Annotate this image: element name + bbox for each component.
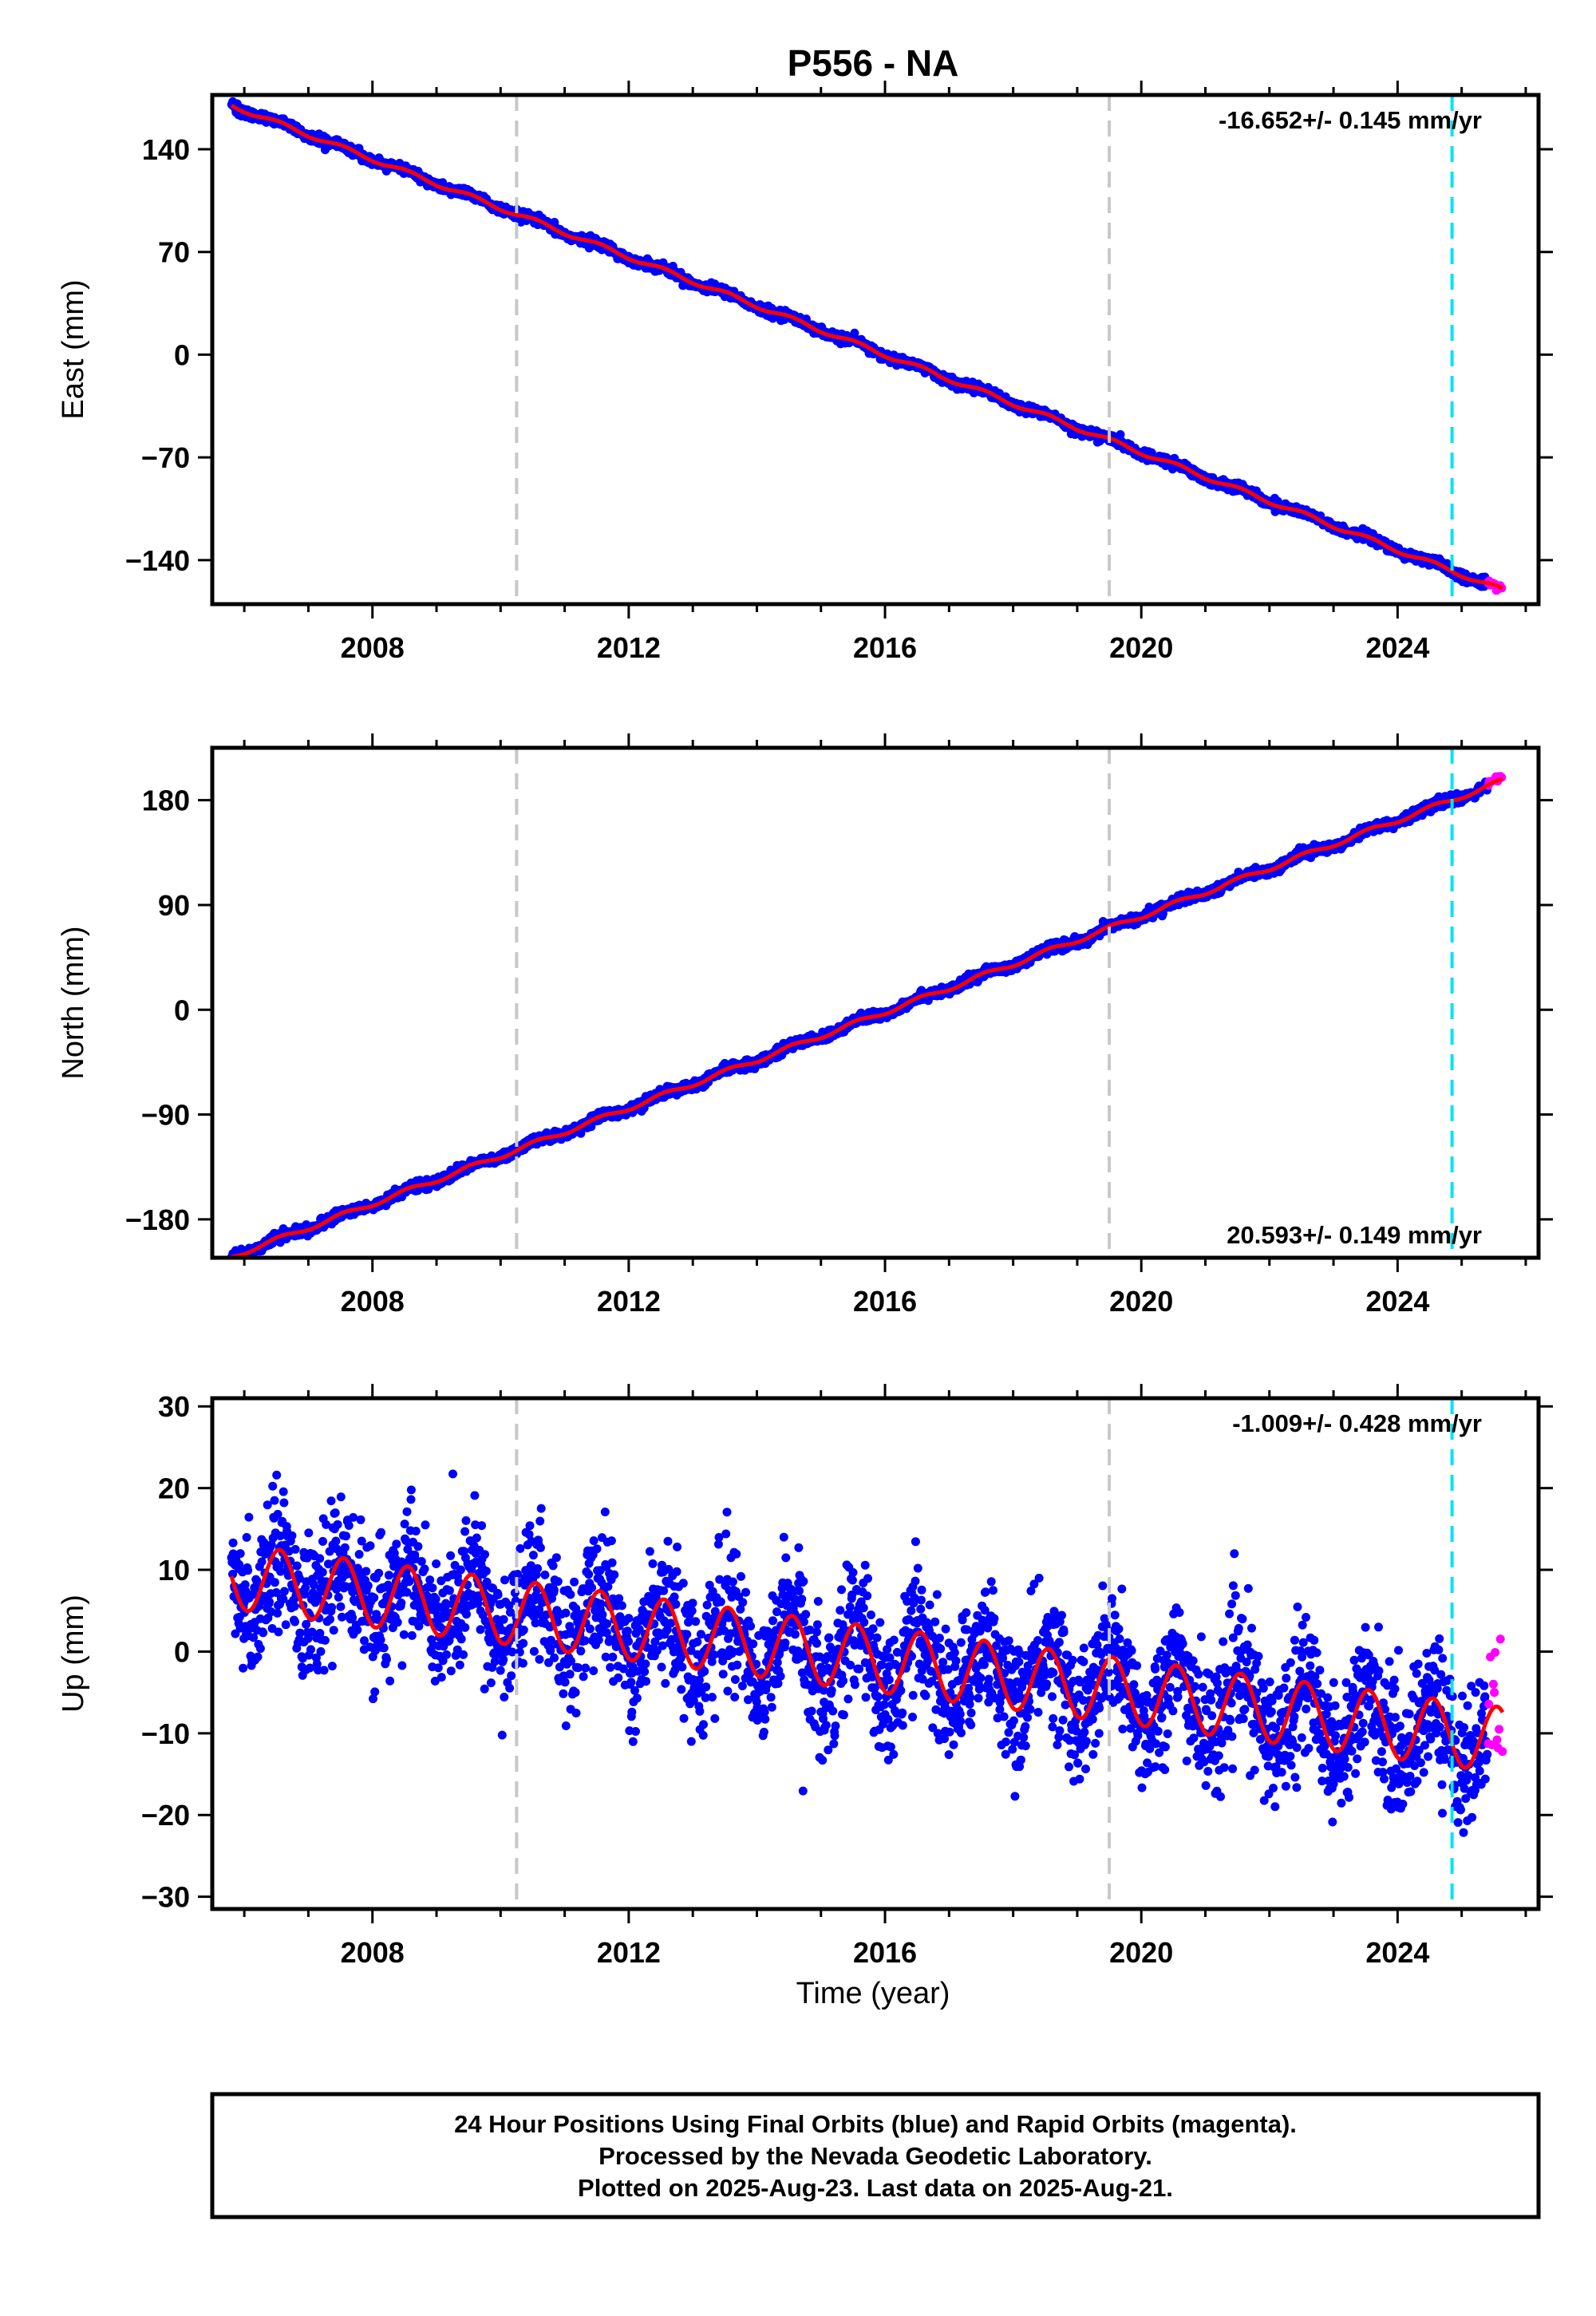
y-tick-label: −70 [141, 441, 190, 474]
x-tick-label: 2016 [853, 631, 917, 664]
x-tick-label: 2020 [1109, 631, 1173, 664]
east-panel: 2008 2012 2016 2020 2024 140 70 0 −70 −140 East (m… [57, 81, 1553, 664]
y-tick-label: 140 [142, 133, 190, 166]
final-orbit-point [1116, 430, 1125, 439]
figure-title: P556 - NA [788, 42, 959, 84]
y-tick-label: 70 [158, 236, 190, 269]
east-velocity-label: -16.652+/- 0.145 mm/yr [1219, 106, 1482, 134]
east-model-fit-line [230, 103, 1504, 591]
east-y-axis-label: East (mm) [57, 279, 90, 419]
east-plot-frame [210, 93, 1541, 607]
x-tick-label: 2008 [341, 631, 405, 664]
y-tick-label: −140 [125, 544, 190, 577]
x-tick-label: 2012 [597, 631, 661, 664]
y-tick-label: 0 [174, 338, 190, 371]
x-tick-label: 2024 [1365, 631, 1429, 664]
